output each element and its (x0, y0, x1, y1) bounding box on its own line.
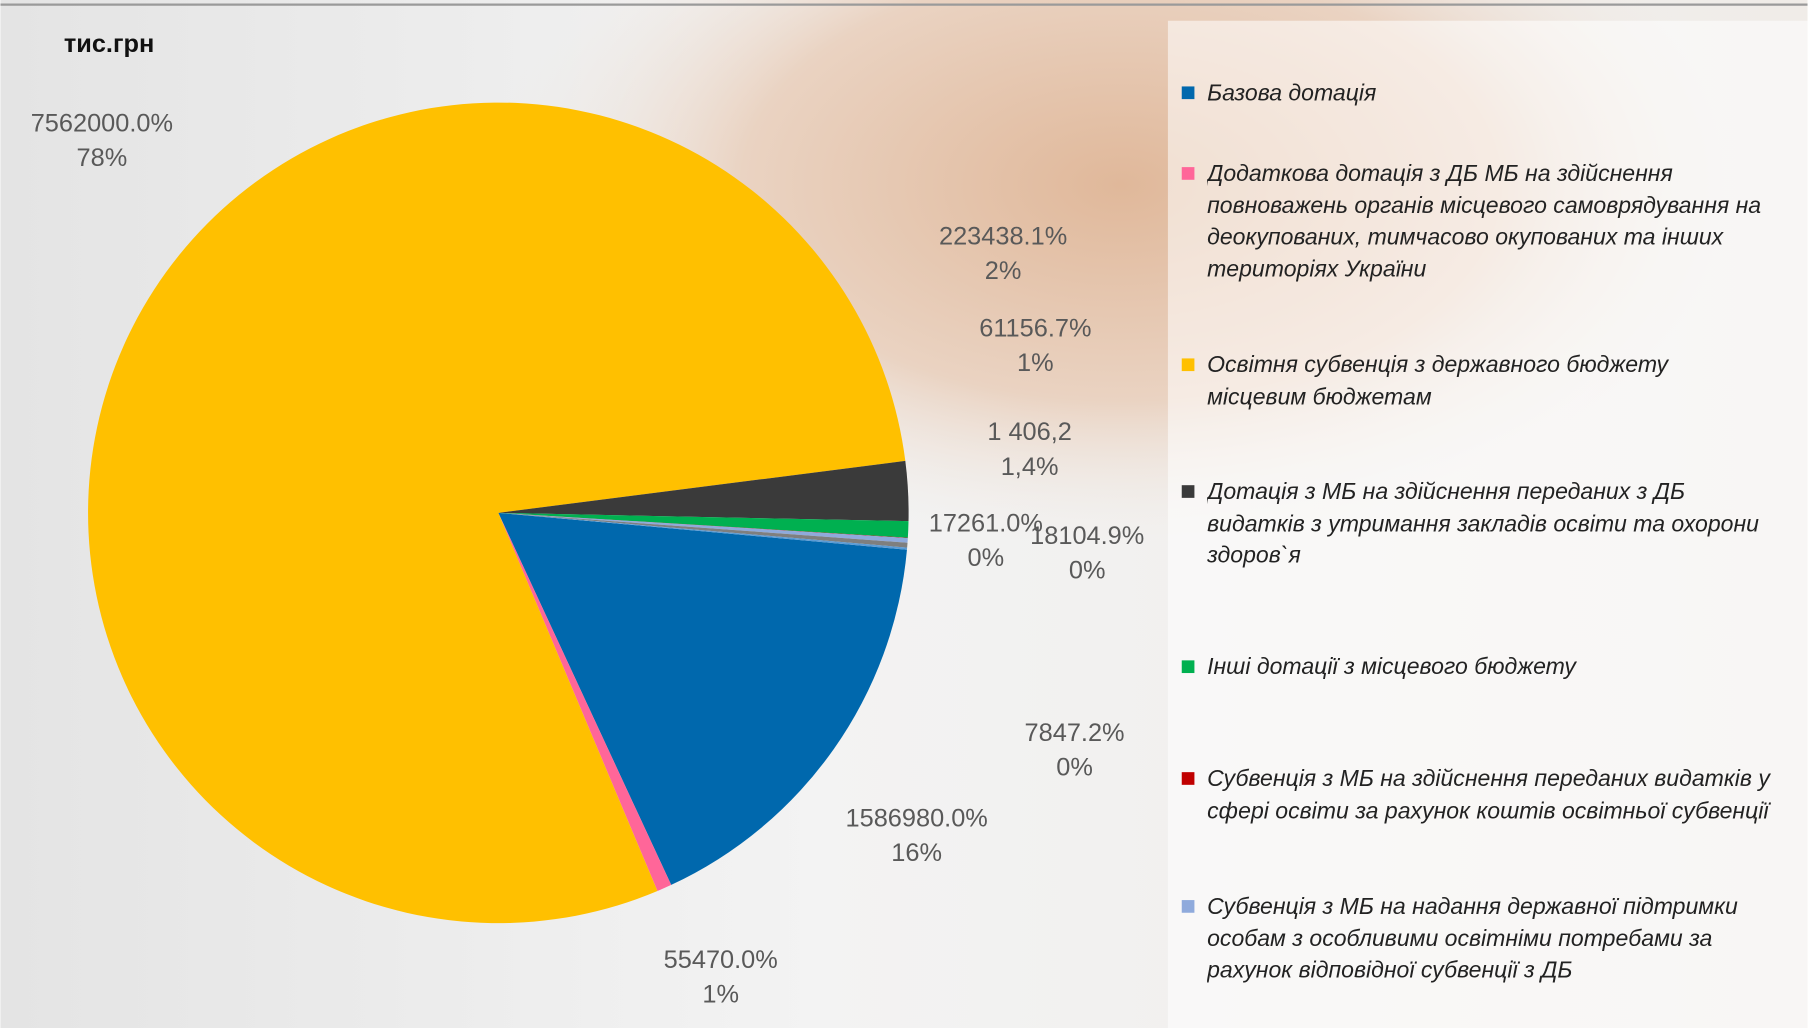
percent-label: 1% (1017, 349, 1054, 377)
legend-marker (1181, 660, 1195, 674)
data-label: 18104.9% (1030, 522, 1144, 550)
percent-label: 0% (968, 544, 1005, 572)
legend-label: Субвенція з МБ на здійснення переданих в… (1207, 766, 1770, 824)
pie-slice (88, 102, 906, 924)
data-label: 1 406,2 (987, 418, 1072, 446)
data-label: 17261.0% (929, 509, 1043, 537)
percent-label: 16% (891, 839, 942, 867)
pie-slice (498, 512, 909, 538)
pie-slice (498, 512, 908, 548)
percent-label: 78% (77, 144, 128, 172)
pie-slice (498, 512, 672, 892)
legend-marker (1181, 358, 1195, 372)
legend-label: Субвенція з МБ на надання державної підт… (1207, 894, 1738, 984)
percent-label: 2% (985, 257, 1022, 285)
legend-marker (1181, 900, 1195, 913)
legend-marker (1181, 772, 1195, 785)
legend-entry: Базова дотація (1207, 80, 1377, 107)
legend-entry: Дотація з МБ на здійснення переданих з Д… (1207, 479, 1759, 569)
legend-box (1167, 20, 1808, 1028)
data-label: 1586980.0% (846, 804, 988, 832)
legend-label: Додаткова дотація з ДБ МБ на здійснення … (1207, 161, 1762, 282)
percent-label: 0% (1069, 557, 1106, 585)
legend-label: Інші дотації з місцевого бюджету (1207, 654, 1576, 680)
legend-label: Освітня субвенція з державного бюджету м… (1207, 352, 1669, 410)
legend-entry: Додаткова дотація з ДБ МБ на здійснення … (1207, 161, 1762, 282)
chart-title: тис.грн (64, 30, 154, 58)
data-label: 61156.7% (979, 315, 1091, 343)
legend-marker (1181, 167, 1195, 180)
data-label: 223438.1% (939, 222, 1067, 250)
data-label: 55470.0% (664, 946, 778, 974)
pie-slice (498, 460, 909, 522)
pie-slice (498, 512, 908, 543)
pie-slice (498, 512, 908, 539)
legend-entry: Субвенція з МБ на надання державної підт… (1207, 894, 1738, 984)
pie-slice (498, 512, 907, 885)
legend-entry: Освітня субвенція з державного бюджету м… (1207, 352, 1669, 410)
legend-marker (1181, 86, 1195, 100)
data-label: 7847.2% (1025, 719, 1125, 747)
legend-label: Дотація з МБ на здійснення переданих з Д… (1207, 479, 1759, 569)
percent-label: 1,4% (1001, 453, 1059, 481)
legend-label: Базова дотація (1207, 80, 1377, 107)
legend-entry: Субвенція з МБ на здійснення переданих в… (1207, 766, 1770, 824)
percent-label: 1% (702, 981, 739, 1009)
percent-label: 0% (1056, 754, 1093, 782)
legend-marker (1181, 485, 1195, 498)
legend-entry: Інші дотації з місцевого бюджету (1207, 654, 1576, 680)
pie-slice (498, 512, 908, 550)
data-label: 7562000.0% (31, 109, 173, 137)
